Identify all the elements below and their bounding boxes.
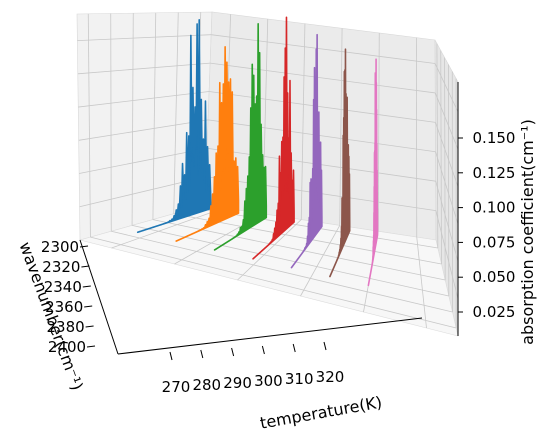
x-tick-mark — [292, 343, 296, 353]
gridline-y-right — [444, 57, 446, 281]
gridline-z-back — [210, 62, 436, 94]
x-tick-label: 270 — [162, 378, 191, 396]
gridline-z-back — [208, 119, 436, 153]
x-tick-label: 320 — [316, 368, 345, 386]
x-tick-label: 280 — [192, 376, 221, 394]
y-tick-mark — [82, 285, 91, 288]
y-tick-label: 2340 — [44, 278, 82, 296]
floor-pane — [78, 204, 459, 337]
y-tick-label: 2400 — [48, 338, 86, 356]
z-axis-label: absorption coefficient(cm⁻¹) — [518, 119, 537, 345]
gridline-z-right — [435, 122, 459, 187]
tick-labels: 270 280 290 300 310 320 2300 2320 2340 2360 2380 24… — [41, 129, 516, 396]
gridline-z-left — [77, 62, 211, 75]
y-tick-mark — [84, 305, 93, 308]
x-tick-mark — [231, 347, 235, 357]
axes — [79, 82, 463, 361]
gridlines — [77, 12, 459, 329]
z-tick-label: 0.075 — [473, 233, 516, 251]
y-tick-mark — [86, 345, 96, 348]
gridline-x-floor — [237, 219, 302, 281]
y-tick-label: 2380 — [47, 318, 85, 336]
gridline-x-floor — [111, 207, 225, 249]
gridline-y-left — [131, 13, 134, 226]
series-300K — [329, 48, 351, 278]
y-tick-mark — [79, 245, 89, 248]
gridline-x-floor — [300, 225, 341, 297]
z-tick-label: 0.050 — [473, 268, 516, 286]
y-tick-mark — [81, 265, 90, 268]
y-tick-label: 2360 — [45, 298, 83, 316]
z-tick-label: 0.025 — [473, 303, 516, 321]
gridline-z-left — [78, 91, 210, 108]
gridline-z-right — [435, 151, 459, 225]
gridline-x-floor — [416, 237, 427, 329]
x-axis-label: temperature(K) — [259, 393, 384, 433]
x-axis-line — [117, 317, 423, 355]
gridline-y-right — [440, 50, 442, 265]
x-tick-label: 290 — [223, 374, 252, 392]
z-tick-label: 0.125 — [473, 164, 516, 182]
gridline-x-back — [339, 28, 343, 226]
x-tick-label: 310 — [285, 370, 314, 388]
series-272K — [175, 46, 240, 242]
gridline-y-left — [152, 12, 157, 220]
y-tick-mark — [85, 325, 94, 328]
gridline-z-left — [77, 34, 212, 41]
gridline-z-right — [434, 63, 459, 113]
axis-panes — [76, 11, 459, 337]
z-tick-label: 0.100 — [473, 199, 516, 217]
gridline-y-right — [436, 43, 439, 249]
gridline-y-left — [87, 13, 91, 238]
gridline-z-right — [435, 210, 459, 299]
x-tick-mark — [323, 341, 327, 351]
series-293K — [290, 33, 323, 269]
series-307K — [367, 58, 379, 287]
gridline-z-right — [435, 181, 459, 262]
gridline-z-left — [78, 119, 209, 141]
gridline-y-floor — [111, 230, 453, 313]
gridline-y-left — [173, 12, 179, 214]
gridline-x-back — [300, 23, 306, 220]
series-286K — [252, 16, 295, 260]
gridline-y-left — [110, 13, 112, 232]
x-tick-mark — [169, 351, 173, 361]
x-tick-mark — [200, 349, 204, 359]
gridline-z-back — [211, 34, 436, 64]
y-tick-label: 2300 — [41, 238, 79, 256]
y-tick-label: 2320 — [42, 258, 80, 276]
z-tick-label: 0.150 — [473, 129, 516, 147]
x-tick-label: 300 — [254, 372, 283, 390]
x-tick-mark — [261, 345, 265, 355]
gridline-y-floor — [90, 236, 457, 329]
gridline-z-right — [434, 92, 459, 150]
gridline-z-back — [209, 91, 436, 123]
spectra-series — [136, 16, 379, 287]
series-279K — [213, 22, 268, 251]
y-axis-line — [79, 239, 119, 355]
gridline-x-back — [377, 32, 380, 232]
series-265K — [136, 18, 212, 234]
